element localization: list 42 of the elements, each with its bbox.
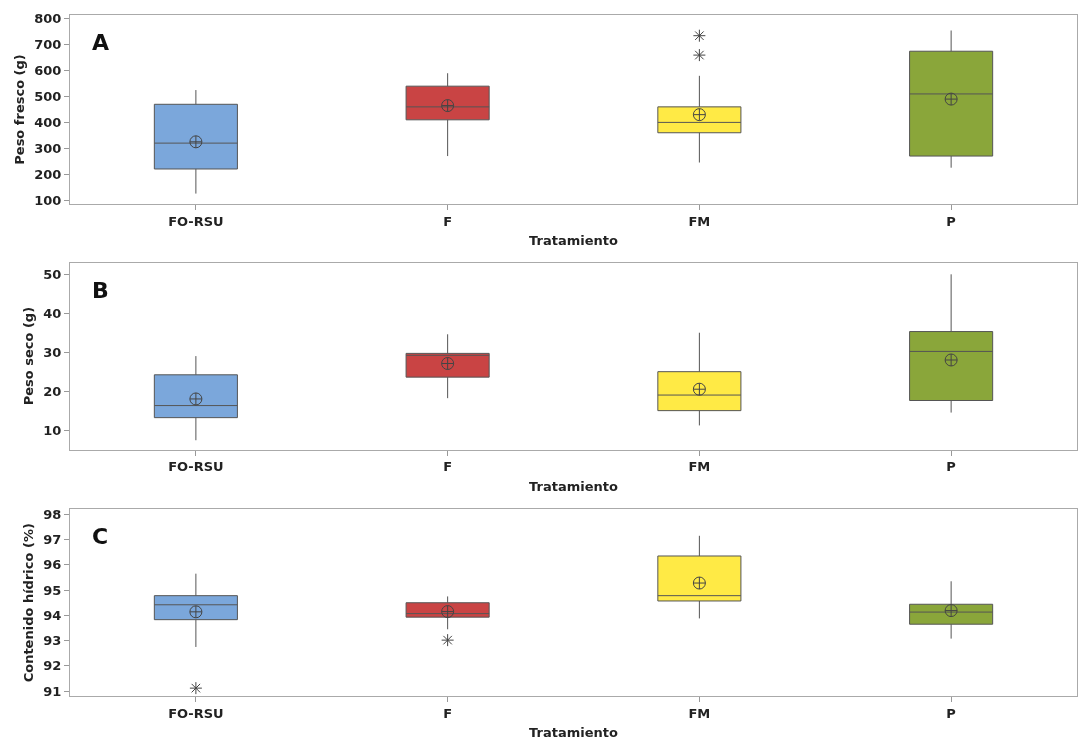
text: B xyxy=(92,278,109,303)
y-tick-label: 94 xyxy=(43,607,62,623)
y-tick-label: 92 xyxy=(43,658,62,674)
x-tick-label: FM xyxy=(688,213,711,229)
y-tick-label: 95 xyxy=(43,582,62,598)
y-tick-label: 800 xyxy=(34,11,62,27)
x-tick-label: P xyxy=(946,213,956,229)
y-tick-label: 98 xyxy=(43,506,62,522)
y-tick-label: 10 xyxy=(43,422,62,438)
y-tick-label: 200 xyxy=(34,166,62,182)
text: A xyxy=(92,30,110,55)
x-tick-label: FM xyxy=(688,459,711,475)
x-axis-title: Tratamiento xyxy=(529,478,618,494)
y-tick-label: 30 xyxy=(43,344,62,360)
text: C xyxy=(92,524,109,549)
y-tick-label: 96 xyxy=(43,557,62,573)
y-tick-label: 97 xyxy=(43,532,62,548)
y-tick-label: 300 xyxy=(34,140,62,156)
x-axis-title: Tratamiento xyxy=(529,725,618,741)
y-tick-label: 700 xyxy=(34,37,62,53)
x-tick-label: F xyxy=(443,213,453,229)
x-tick-label: F xyxy=(443,459,453,475)
x-tick-label: FO-RSU xyxy=(168,705,224,721)
x-tick-label: P xyxy=(946,705,956,721)
x-tick-label: F xyxy=(443,705,453,721)
y-tick-label: 500 xyxy=(34,89,62,105)
y-tick-label: 93 xyxy=(43,633,62,649)
y-tick-label: 40 xyxy=(43,305,62,321)
x-tick-label: FO-RSU xyxy=(168,459,224,475)
y-axis-title: Peso seco (g) xyxy=(21,306,37,406)
y-tick-label: 50 xyxy=(43,266,62,282)
x-tick-label: FM xyxy=(688,705,711,721)
y-tick-label: 400 xyxy=(34,114,62,130)
x-axis-title: Tratamiento xyxy=(529,233,618,249)
x-tick-label: P xyxy=(946,459,956,475)
y-tick-label: 100 xyxy=(34,192,62,208)
x-tick-label: FO-RSU xyxy=(168,213,224,229)
y-tick-label: 600 xyxy=(34,63,62,79)
y-tick-label: 91 xyxy=(43,683,62,699)
y-axis-title: Contenido hídrico (%) xyxy=(21,523,37,683)
y-axis-title: Peso fresco (g) xyxy=(12,54,28,165)
y-tick-label: 20 xyxy=(43,383,62,399)
